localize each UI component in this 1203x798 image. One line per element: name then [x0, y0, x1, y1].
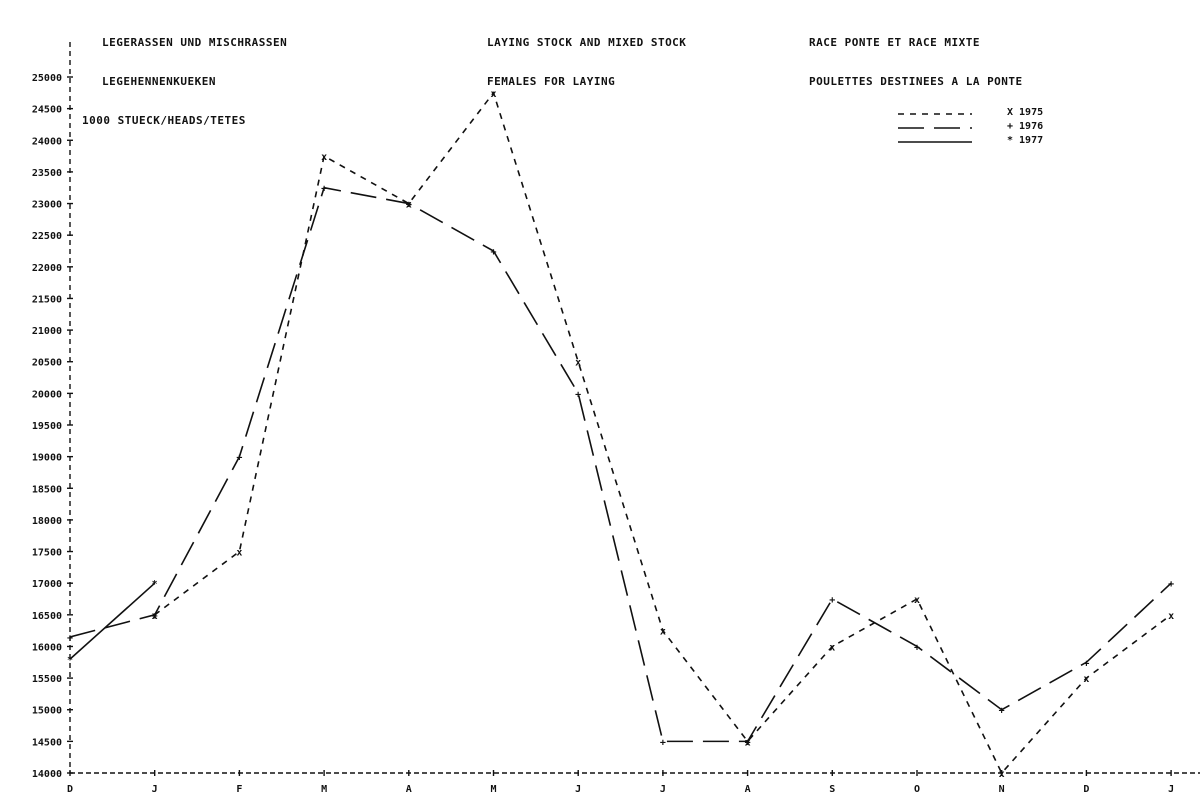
header-german-line-2: LEGEHENNENKUEKEN: [102, 75, 216, 88]
series-1975-point: x: [575, 358, 581, 369]
series-1976-point: +: [321, 184, 327, 195]
x-tick-label: O: [914, 784, 920, 795]
series-1977-line: [69, 582, 156, 660]
series-1976-point: +: [236, 453, 242, 464]
x-tick-label: S: [829, 784, 835, 795]
series-1976-point: +: [575, 389, 581, 400]
series-1975-point: x: [1168, 611, 1174, 622]
y-tick-label: 20000: [32, 389, 62, 400]
y-tick-label: 19500: [32, 421, 62, 432]
series-1976-point: +: [67, 633, 73, 644]
series-1975-point: x: [999, 769, 1005, 780]
x-tick-label: M: [490, 784, 496, 795]
header-german: LEGERASSEN UND MISCHRASSEN LEGEHENNENKUE…: [82, 10, 288, 140]
y-tick-label: 22000: [32, 263, 62, 274]
header-french-line-1: RACE PONTE ET RACE MIXTE: [809, 36, 980, 49]
y-tick-label: 14000: [32, 769, 62, 780]
series-1976-point: +: [999, 706, 1005, 717]
series-1975-point: x: [490, 89, 496, 100]
x-tick-label: D: [67, 784, 73, 795]
series-1975-line: [154, 91, 1172, 775]
series-1975-point: x: [914, 595, 920, 606]
series-1975-point: x: [829, 642, 835, 653]
header-english-line-1: LAYING STOCK AND MIXED STOCK: [487, 36, 687, 49]
x-tick-label: J: [152, 784, 158, 795]
y-tick-label: 24000: [32, 136, 62, 147]
x-tick-label: J: [660, 784, 666, 795]
x-tick-label: N: [999, 784, 1005, 795]
y-tick-label: 25000: [32, 73, 62, 84]
series-1975-point: x: [406, 200, 412, 211]
x-tick-label: M: [321, 784, 327, 795]
y-tick-label: 21500: [32, 294, 62, 305]
header-german-line-3: 1000 STUECK/HEADS/TETES: [82, 114, 246, 127]
x-tick-label: A: [745, 784, 751, 795]
series-1976-point: +: [660, 737, 666, 748]
header-french-line-2: POULETTES DESTINEES A LA PONTE: [809, 75, 1023, 88]
series-1975-point: x: [660, 627, 666, 638]
series-1976-point: +: [914, 642, 920, 653]
series-1976-point: +: [406, 200, 412, 211]
series-1976-point: +: [1168, 579, 1174, 590]
series-1976-point: +: [1083, 658, 1089, 669]
y-tick-label: 15500: [32, 674, 62, 685]
series-1976-point: +: [829, 595, 835, 606]
header-german-line-1: LEGERASSEN UND MISCHRASSEN: [102, 36, 288, 49]
series-1975-point: x: [236, 548, 242, 559]
header-english-line-2: FEMALES FOR LAYING: [487, 75, 616, 88]
legend-label-1975: X 1975: [1007, 107, 1043, 118]
series-1977-point: *: [67, 655, 73, 666]
y-tick-label: 22500: [32, 231, 62, 242]
y-tick-label: 17500: [32, 548, 62, 559]
y-tick-label: 23500: [32, 168, 62, 179]
y-tick-label: 18000: [32, 516, 62, 527]
y-tick-label: 23000: [32, 200, 62, 211]
y-tick-label: 17000: [32, 579, 62, 590]
series-1977-point: *: [152, 579, 158, 590]
y-tick-label: 16000: [32, 642, 62, 653]
y-tick-label: 21000: [32, 326, 62, 337]
y-tick-label: 15000: [32, 706, 62, 717]
y-tick-label: 24500: [32, 105, 62, 116]
series-1976-point: +: [745, 737, 751, 748]
series-1975-point: x: [1083, 674, 1089, 685]
series-1975-point: x: [321, 152, 327, 163]
series-1975-point: x: [745, 737, 751, 748]
header-english: LAYING STOCK AND MIXED STOCK FEMALES FOR…: [487, 10, 686, 101]
series-1976-line: [69, 186, 1172, 743]
series-1976-point: +: [490, 247, 496, 258]
legend-label-1977: * 1977: [1007, 135, 1043, 146]
x-tick-label: A: [406, 784, 412, 795]
y-tick-label: 19000: [32, 453, 62, 464]
series-1975-point: x: [152, 611, 158, 622]
y-tick-label: 20500: [32, 358, 62, 369]
header-french: RACE PONTE ET RACE MIXTE POULETTES DESTI…: [809, 10, 1023, 101]
y-tick-label: 14500: [32, 737, 62, 748]
legend-label-1976: + 1976: [1007, 121, 1043, 132]
y-tick-label: 16500: [32, 611, 62, 622]
x-tick-label: F: [236, 784, 242, 795]
series-1976-point: +: [152, 611, 158, 622]
x-tick-label: D: [1083, 784, 1089, 795]
y-tick-label: 18500: [32, 484, 62, 495]
x-tick-label: J: [575, 784, 581, 795]
x-tick-label: J: [1168, 784, 1174, 795]
